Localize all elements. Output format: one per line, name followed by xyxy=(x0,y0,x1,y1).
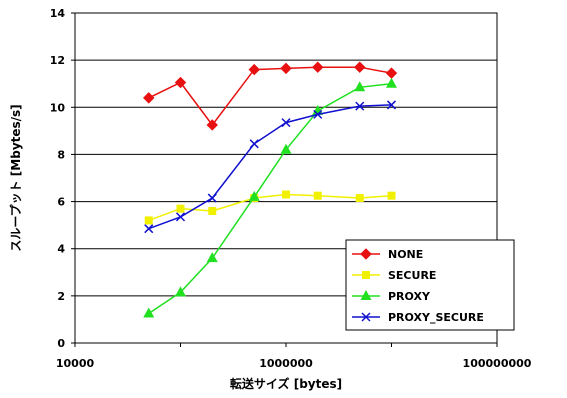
y-tick-label: 2 xyxy=(57,290,65,303)
data-point xyxy=(175,212,186,222)
data-point xyxy=(385,67,398,79)
y-axis-ticks: 0 2 4 6 8 10 12 14 xyxy=(50,7,75,350)
legend-item: PROXY_SECURE xyxy=(352,311,484,324)
series-proxy xyxy=(143,77,397,318)
legend-label: SECURE xyxy=(388,269,436,282)
y-tick-label: 0 xyxy=(57,337,65,350)
data-point xyxy=(354,61,366,73)
data-point xyxy=(144,216,153,225)
x-tick-label: 10000 xyxy=(56,357,95,370)
data-point xyxy=(355,194,364,203)
y-tick-label: 8 xyxy=(57,148,65,161)
data-point xyxy=(386,77,397,88)
y-tick-label: 6 xyxy=(57,196,65,209)
data-point xyxy=(355,101,365,111)
series-line xyxy=(148,82,392,315)
series-line xyxy=(148,193,392,222)
legend-box xyxy=(345,239,515,331)
data-point xyxy=(281,118,291,128)
data-point xyxy=(354,81,366,92)
data-point xyxy=(144,224,154,234)
data-point xyxy=(143,307,155,318)
y-axis-label: スループット [Mbytes/s] xyxy=(8,104,23,251)
data-point xyxy=(249,139,259,149)
y-tick-label: 12 xyxy=(50,54,65,67)
y-tick-label: 4 xyxy=(57,243,65,256)
legend: NONE SECURE PROXY PROXY_SECURE xyxy=(345,239,515,331)
series-layer xyxy=(143,61,398,318)
data-point xyxy=(174,76,187,89)
data-point xyxy=(313,191,322,200)
data-point xyxy=(248,190,260,201)
legend-item: SECURE xyxy=(352,269,436,282)
legend-label: PROXY_SECURE xyxy=(388,311,484,324)
data-point xyxy=(360,290,372,300)
data-point xyxy=(208,207,217,215)
data-point xyxy=(206,119,218,131)
data-point xyxy=(175,286,186,297)
data-point xyxy=(313,109,323,119)
series-none xyxy=(143,61,398,131)
data-point xyxy=(280,143,292,154)
data-point xyxy=(360,248,372,260)
legend-label: PROXY xyxy=(388,290,431,303)
data-point xyxy=(248,63,260,76)
data-point xyxy=(206,252,218,263)
data-point xyxy=(207,193,217,203)
data-point xyxy=(176,204,185,213)
legend-label: NONE xyxy=(388,248,423,261)
x-tick-label: 100000000 xyxy=(463,357,532,370)
data-point xyxy=(312,61,324,73)
series-proxy-secure xyxy=(144,100,397,234)
data-point xyxy=(387,191,396,200)
legend-item: PROXY xyxy=(352,290,431,303)
data-point xyxy=(386,100,397,110)
data-point xyxy=(361,312,371,322)
data-point xyxy=(143,92,155,104)
x-axis-label: 転送サイズ [bytes] xyxy=(230,376,342,391)
data-point xyxy=(282,190,290,199)
y-tick-label: 10 xyxy=(50,101,66,114)
x-tick-label: 1000000 xyxy=(259,357,313,370)
series-line xyxy=(148,104,392,230)
legend-item: NONE xyxy=(352,248,423,261)
data-point xyxy=(362,271,370,279)
y-tick-label: 14 xyxy=(50,7,66,20)
x-axis-ticks: 10000 1000000 100000000 xyxy=(56,343,532,370)
series-line xyxy=(148,66,392,127)
data-point xyxy=(280,62,292,75)
